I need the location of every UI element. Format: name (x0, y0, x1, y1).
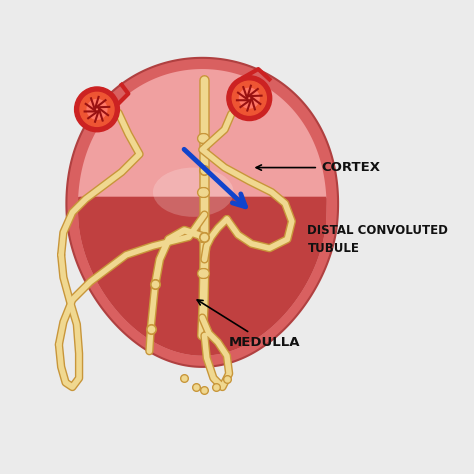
Text: CORTEX: CORTEX (256, 161, 380, 174)
Polygon shape (78, 197, 327, 356)
Text: MEDULLA: MEDULLA (197, 300, 301, 349)
Ellipse shape (153, 168, 234, 217)
Circle shape (80, 92, 114, 127)
Circle shape (232, 81, 266, 115)
Polygon shape (78, 69, 327, 356)
Circle shape (239, 88, 259, 108)
Text: TUBULE: TUBULE (308, 242, 359, 255)
Circle shape (87, 100, 107, 119)
Text: DISTAL CONVOLUTED: DISTAL CONVOLUTED (308, 224, 448, 237)
Circle shape (74, 87, 119, 132)
Circle shape (227, 76, 272, 120)
Polygon shape (66, 58, 338, 367)
